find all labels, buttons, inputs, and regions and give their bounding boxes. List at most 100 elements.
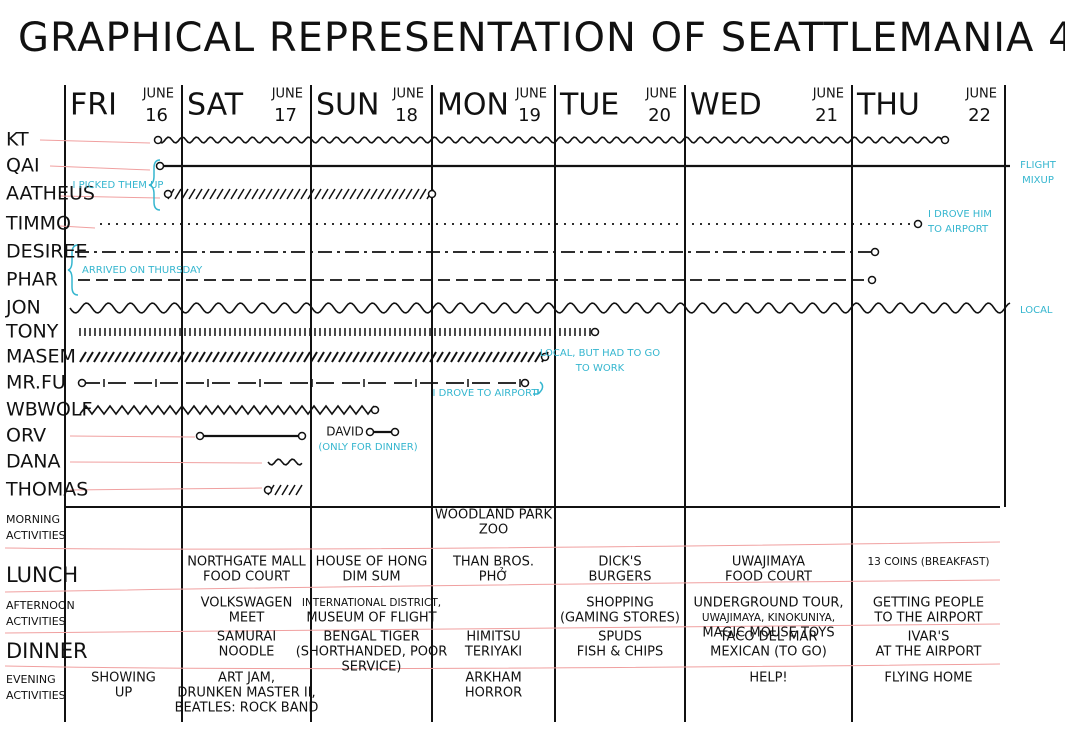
person-name: KT: [6, 129, 29, 151]
person-name: DESIREE: [6, 241, 88, 263]
activity: (SHORTHANDED, POOR: [296, 645, 448, 660]
arrow: [533, 381, 544, 395]
endpoint: [163, 189, 173, 199]
activity: IVAR'S: [908, 630, 950, 645]
endpoint: [297, 431, 307, 441]
annotation: (ONLY FOR DINNER): [318, 442, 417, 453]
activity: VOLKSWAGEN: [201, 596, 293, 611]
activity: SAMURAI: [217, 630, 276, 645]
row-label: EVENING: [6, 673, 56, 686]
endpoint: [867, 275, 877, 285]
activity: UWAJIMAYA, KINOKUNIYA,: [702, 612, 835, 624]
activity: HORROR: [465, 686, 522, 701]
day-name: TUE: [559, 88, 619, 123]
person-name: MR.FU: [6, 372, 66, 394]
row-label: ACTIVITIES: [6, 615, 66, 628]
activity: PHỞ: [479, 568, 509, 585]
activity: MEET: [229, 611, 265, 626]
day-date: 16: [145, 105, 168, 126]
endpoint: [427, 189, 437, 199]
row-label: LUNCH: [6, 563, 78, 587]
activity: AT THE AIRPORT: [876, 645, 982, 660]
activity: TERIYAKI: [464, 645, 522, 660]
activity: BURGERS: [588, 570, 651, 585]
endpoint: [370, 405, 380, 415]
annotation: MIXUP: [1022, 175, 1054, 186]
activity: MUSEUM OF FLIGHT: [306, 611, 436, 626]
frame: [64, 85, 1006, 722]
person-name: PHAR: [6, 269, 58, 291]
guide-lines: [4, 139, 1001, 670]
brace: [148, 159, 161, 211]
activity: INTERNATIONAL DISTRICT,: [302, 597, 441, 609]
endpoint: [940, 135, 950, 145]
day-date: 20: [648, 105, 671, 126]
endpoint: [365, 427, 375, 437]
activity: DICK'S: [598, 555, 641, 570]
annotation: ARRIVED ON THURSDAY: [82, 265, 203, 276]
endpoint: [153, 135, 163, 145]
activity: FOOD COURT: [725, 570, 812, 585]
activity: ZOO: [479, 523, 508, 538]
day-month: JUNE: [965, 87, 997, 102]
activity: BEATLES: ROCK BAND: [175, 701, 319, 716]
annotation: LOCAL: [1020, 305, 1053, 316]
title: GRAPHICAL REPRESENTATION OF SEATTLEMANIA…: [18, 15, 1065, 61]
day-month: JUNE: [645, 87, 677, 102]
day-month: JUNE: [142, 87, 174, 102]
day-name: FRI: [70, 88, 117, 123]
activity: FOOD COURT: [203, 570, 290, 585]
annotation: FLIGHT: [1020, 160, 1057, 171]
activity: SPUDS: [598, 630, 642, 645]
activity: UP: [115, 686, 133, 701]
endpoint: [590, 327, 600, 337]
endpoint: [870, 247, 880, 257]
person-name: THOMAS: [5, 479, 88, 501]
row-label: AFTERNOON: [6, 599, 75, 612]
presence-line: [79, 404, 375, 416]
day-name: MON: [437, 88, 509, 123]
day-month: JUNE: [515, 87, 547, 102]
annotation: TO AIRPORT: [927, 224, 989, 235]
endpoint: [913, 219, 923, 229]
presence-line: [79, 351, 549, 363]
person-name: AATHEUS: [6, 183, 95, 205]
day-month: JUNE: [392, 87, 424, 102]
endpoint: [520, 378, 530, 388]
person-name: MASEM: [6, 346, 76, 368]
activity: FLYING HOME: [884, 671, 972, 686]
activity: GETTING PEOPLE: [873, 596, 984, 611]
activity: MAGIC MOUSE TOYS: [702, 626, 834, 641]
row-label: DINNER: [6, 639, 88, 663]
activity: FISH & CHIPS: [577, 645, 664, 660]
presence-line: [79, 328, 596, 336]
activity: WOODLAND PARK: [435, 508, 553, 523]
day-name: WED: [690, 88, 762, 123]
activity: ARKHAM: [465, 671, 521, 686]
activity: MEXICAN (TO GO): [710, 645, 827, 660]
endpoint: [390, 427, 400, 437]
annotation: TO WORK: [575, 363, 625, 374]
activity: 13 COINS (BREAKFAST): [868, 556, 990, 568]
endpoint: [155, 161, 165, 171]
activity: THAN BROS.: [452, 555, 534, 570]
activity: HOUSE OF HONG: [316, 555, 428, 570]
activity: TACO DEL MAR: [719, 630, 818, 645]
endpoint: [540, 352, 550, 362]
activity: ART JAM,: [218, 671, 275, 686]
annotation: I DROVE HIM: [928, 209, 992, 220]
endpoint: [195, 431, 205, 441]
activity: SHOPPING: [586, 596, 654, 611]
day-name: THU: [856, 88, 920, 123]
activity: BENGAL TIGER: [323, 630, 419, 645]
activity: HELP!: [749, 671, 787, 686]
activity: UNDERGROUND TOUR,: [693, 596, 843, 611]
activity: NORTHGATE MALL: [187, 555, 306, 570]
presence-line: [267, 458, 303, 466]
person-name: QAI: [6, 155, 40, 177]
activity: UWAJIMAYA: [732, 555, 805, 570]
activity: (GAMING STORES): [560, 611, 680, 626]
activity: TO THE AIRPORT: [873, 611, 982, 626]
activity: DRUNKEN MASTER II,: [177, 686, 315, 701]
person-name: TONY: [5, 321, 59, 343]
